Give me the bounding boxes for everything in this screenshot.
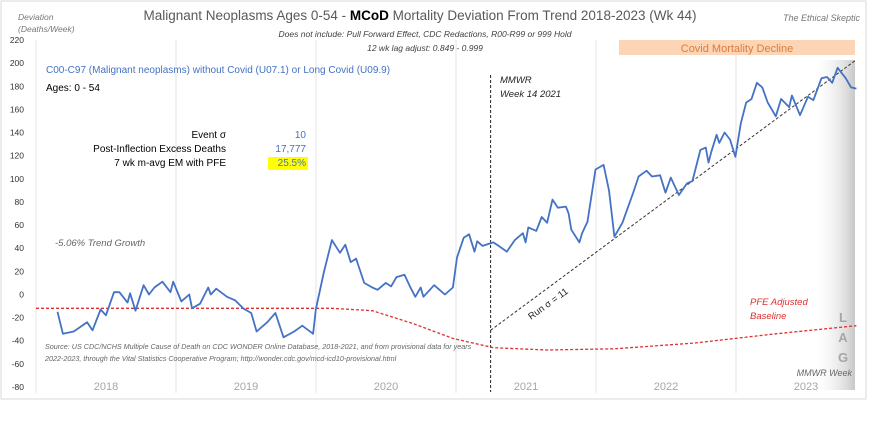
y-tick-label: -60 — [12, 359, 25, 369]
y-tick-label: 40 — [15, 243, 25, 253]
lag-shade — [812, 60, 855, 390]
pfe-label-2: Baseline — [750, 311, 786, 322]
title-bold: MCoD — [350, 8, 389, 23]
x-label: MMWR Week — [797, 368, 853, 378]
stat-label-2: 7 wk m-avg EM with PFE — [114, 158, 226, 169]
x-tick-label: 2018 — [94, 381, 118, 393]
title: Malignant Neoplasms Ages 0-54 - MCoD Mor… — [144, 8, 697, 23]
title-suffix: Mortality Deviation From Trend 2018-2023… — [389, 8, 697, 23]
stat-value-2: 25.5% — [278, 158, 306, 169]
y-tick-label: -20 — [12, 313, 25, 323]
pfe-label-1: PFE Adjusted — [750, 297, 808, 308]
source-2: 2022-2023, through the Vital Statistics … — [44, 354, 397, 363]
y-tick-label: 200 — [10, 58, 24, 68]
trend-growth-label: -5.06% Trend Growth — [55, 238, 145, 249]
brand-logo: The Ethical Skeptic — [783, 13, 861, 23]
subtitle-2: 12 wk lag adjust: 0.849 - 0.999 — [367, 43, 483, 53]
y-tick-label: 20 — [15, 266, 25, 276]
y-tick-label: 60 — [15, 220, 25, 230]
series-label: C00-C97 (Malignant neoplasms) without Co… — [46, 65, 390, 76]
x-tick-label: 2020 — [374, 381, 398, 393]
y-tick-label: 160 — [10, 104, 24, 114]
stat-label-1: Post-Inflection Excess Deaths — [93, 144, 226, 155]
subtitle-1: Does not include: Pull Forward Effect, C… — [279, 29, 572, 39]
y-tick-label: 140 — [10, 128, 24, 138]
covid-decline-label: Covid Mortality Decline — [681, 43, 793, 55]
lag-l: L — [839, 310, 847, 325]
y-label-1: Deviation — [18, 12, 54, 22]
mmwr-label-2: Week 14 2021 — [500, 89, 561, 100]
mmwr-label-1: MMWR — [500, 75, 532, 86]
y-label-2: (Deaths/Week) — [18, 24, 75, 34]
x-tick-label: 2021 — [514, 381, 538, 393]
y-tick-label: 220 — [10, 35, 24, 45]
y-tick-label: 120 — [10, 151, 24, 161]
x-tick-label: 2019 — [234, 381, 258, 393]
y-tick-label: -40 — [12, 336, 25, 346]
ages-label: Ages: 0 - 54 — [46, 83, 100, 94]
title-prefix: Malignant Neoplasms Ages 0-54 - — [144, 8, 350, 23]
lag-g: G — [838, 350, 848, 365]
stat-value-1: 17,777 — [275, 144, 306, 155]
y-tick-label: 180 — [10, 81, 24, 91]
x-tick-label: 2022 — [654, 381, 678, 393]
y-tick-label: 0 — [19, 289, 24, 299]
stat-value-0: 10 — [295, 130, 307, 141]
stat-label-0: Event σ — [191, 130, 226, 141]
lag-a: A — [838, 330, 848, 345]
y-tick-label: 80 — [15, 197, 25, 207]
source-1: Source: US CDC/NCHS Multiple Cause of De… — [45, 342, 472, 351]
x-tick-label: 2023 — [794, 381, 818, 393]
y-tick-label: 100 — [10, 174, 24, 184]
y-tick-label: -80 — [12, 382, 25, 392]
